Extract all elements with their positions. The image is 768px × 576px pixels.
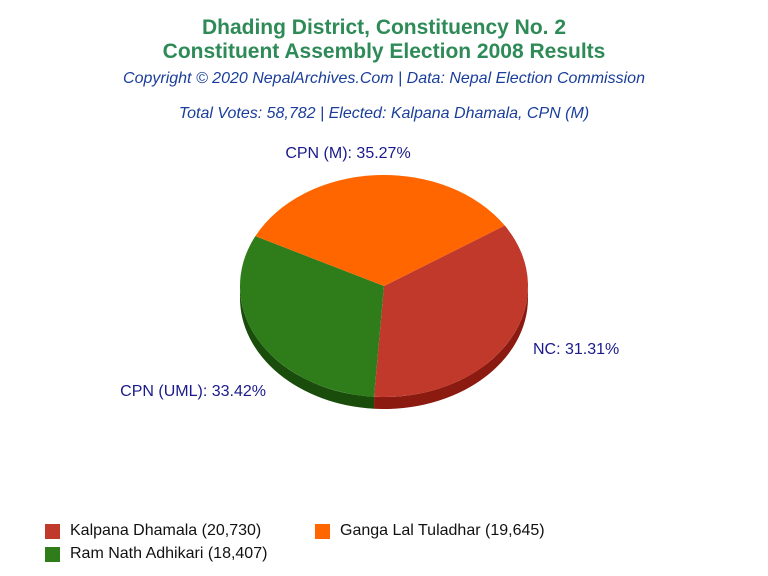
legend-item-ganga-lal-tuladhar: Ganga Lal Tuladhar (19,645) — [315, 522, 545, 540]
slice-label-cpn-uml: CPN (UML): 33.42% — [120, 383, 266, 400]
pie-labels: CPN (M): 35.27% NC: 31.31% CPN (UML): 33.4… — [120, 145, 619, 400]
slice-label-cpn-m: CPN (M): 35.27% — [285, 145, 410, 162]
copyright-note: Copyright © 2020 NepalArchives.Com | Dat… — [123, 70, 645, 87]
legend-item-ram-nath-adhikari: Ram Nath Adhikari (18,407) — [45, 545, 267, 563]
legend-swatch — [45, 546, 60, 562]
legend-label: Kalpana Dhamala (20,730) — [70, 522, 262, 539]
legend-label: Ram Nath Adhikari (18,407) — [70, 545, 268, 562]
legend-swatch — [45, 523, 60, 539]
vote-summary: Total Votes: 58,782 | Elected: Kalpana D… — [178, 105, 590, 122]
pie-slice-nc — [240, 236, 384, 397]
legend-swatch — [315, 523, 330, 539]
slice-label-nc: NC: 31.31% — [533, 341, 619, 358]
pie-tops — [240, 175, 528, 397]
chart-title-line1: Dhading District, Constituency No. 2 — [201, 16, 567, 39]
pie-side-nc — [240, 286, 375, 409]
legend-item-kalpana-dhamala: Kalpana Dhamala (20,730) — [45, 522, 261, 540]
pie-sides — [240, 286, 528, 409]
pie-slice-cpn-m — [374, 225, 528, 397]
pie-slice-cpn-uml — [255, 175, 505, 286]
legend-label: Ganga Lal Tuladhar (19,645) — [340, 522, 545, 539]
pie-side-cpn-m — [374, 286, 528, 409]
chart-title-line2: Constituent Assembly Election 2008 Resul… — [162, 40, 606, 63]
